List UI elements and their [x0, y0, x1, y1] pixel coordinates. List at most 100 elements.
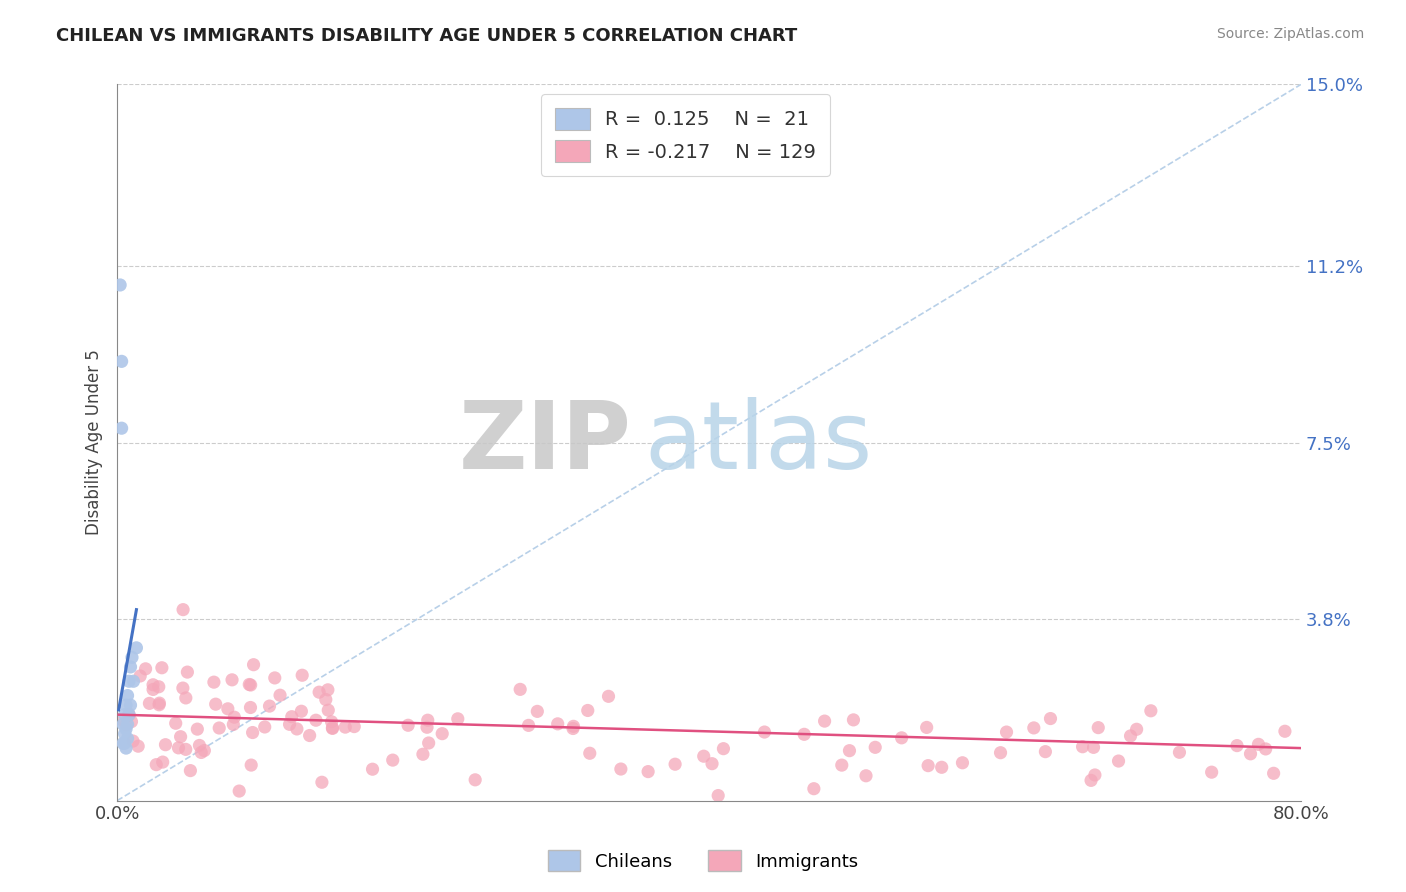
Point: [115, 741, 138, 756]
Point: [121, 714, 143, 729]
Point: [135, 662, 157, 676]
Point: [562, 719, 585, 733]
Point: [995, 725, 1018, 739]
Point: [1140, 704, 1163, 718]
Point: [343, 720, 366, 734]
Point: [381, 753, 404, 767]
Point: [224, 710, 246, 724]
Point: [700, 756, 723, 771]
Point: [239, 700, 262, 714]
Point: [1084, 768, 1107, 782]
Point: [114, 707, 136, 722]
Text: Source: ZipAtlas.com: Source: ZipAtlas.com: [1216, 27, 1364, 41]
Point: [915, 720, 938, 734]
Point: [176, 665, 198, 679]
Point: [278, 717, 301, 731]
Point: [118, 707, 141, 722]
Point: [308, 685, 330, 699]
Point: [917, 758, 939, 772]
Point: [238, 677, 260, 691]
Point: [142, 682, 165, 697]
Point: [447, 712, 470, 726]
Text: CHILEAN VS IMMIGRANTS DISABILITY AGE UNDER 5 CORRELATION CHART: CHILEAN VS IMMIGRANTS DISABILITY AGE UND…: [56, 27, 797, 45]
Point: [526, 705, 548, 719]
Point: [416, 720, 439, 734]
Point: [193, 743, 215, 757]
Point: [838, 744, 860, 758]
Point: [664, 757, 686, 772]
Point: [129, 669, 152, 683]
Point: [321, 714, 343, 729]
Point: [412, 747, 434, 762]
Point: [335, 720, 357, 734]
Point: [222, 717, 245, 731]
Point: [1083, 740, 1105, 755]
Legend: R =  0.125    N =  21, R = -0.217    N = 129: R = 0.125 N = 21, R = -0.217 N = 129: [541, 95, 830, 176]
Point: [291, 668, 314, 682]
Point: [242, 657, 264, 672]
Point: [509, 682, 531, 697]
Point: [416, 713, 439, 727]
Point: [637, 764, 659, 779]
Point: [1125, 723, 1147, 737]
Point: [269, 688, 291, 702]
Point: [172, 602, 194, 616]
Point: [179, 764, 201, 778]
Point: [1119, 729, 1142, 743]
Point: [285, 722, 308, 736]
Point: [290, 704, 312, 718]
Point: [221, 673, 243, 687]
Point: [117, 731, 139, 746]
Point: [517, 718, 540, 732]
Point: [112, 736, 135, 750]
Point: [122, 674, 145, 689]
Point: [118, 674, 141, 689]
Point: [217, 702, 239, 716]
Point: [311, 775, 333, 789]
Point: [315, 692, 337, 706]
Point: [120, 660, 142, 674]
Point: [242, 725, 264, 739]
Point: [167, 740, 190, 755]
Point: [1247, 737, 1270, 751]
Point: [547, 716, 569, 731]
Point: [831, 758, 853, 772]
Point: [125, 640, 148, 655]
Text: ZIP: ZIP: [460, 397, 633, 489]
Point: [111, 421, 134, 435]
Point: [174, 690, 197, 705]
Point: [150, 661, 173, 675]
Point: [155, 738, 177, 752]
Point: [316, 682, 339, 697]
Text: atlas: atlas: [644, 397, 872, 489]
Point: [396, 718, 419, 732]
Point: [174, 742, 197, 756]
Point: [298, 729, 321, 743]
Point: [598, 690, 620, 704]
Point: [117, 717, 139, 731]
Point: [118, 706, 141, 721]
Point: [281, 709, 304, 723]
Point: [1254, 742, 1277, 756]
Point: [316, 703, 339, 717]
Point: [165, 716, 187, 731]
Point: [1274, 724, 1296, 739]
Point: [138, 697, 160, 711]
Point: [148, 680, 170, 694]
Point: [259, 699, 281, 714]
Point: [990, 746, 1012, 760]
Point: [1239, 747, 1261, 761]
Point: [169, 730, 191, 744]
Point: [713, 741, 735, 756]
Point: [305, 713, 328, 727]
Point: [693, 749, 716, 764]
Point: [121, 650, 143, 665]
Point: [120, 698, 142, 713]
Point: [114, 736, 136, 750]
Point: [321, 721, 343, 735]
Point: [111, 354, 134, 368]
Point: [707, 789, 730, 803]
Point: [418, 736, 440, 750]
Point: [115, 698, 138, 713]
Point: [108, 277, 131, 292]
